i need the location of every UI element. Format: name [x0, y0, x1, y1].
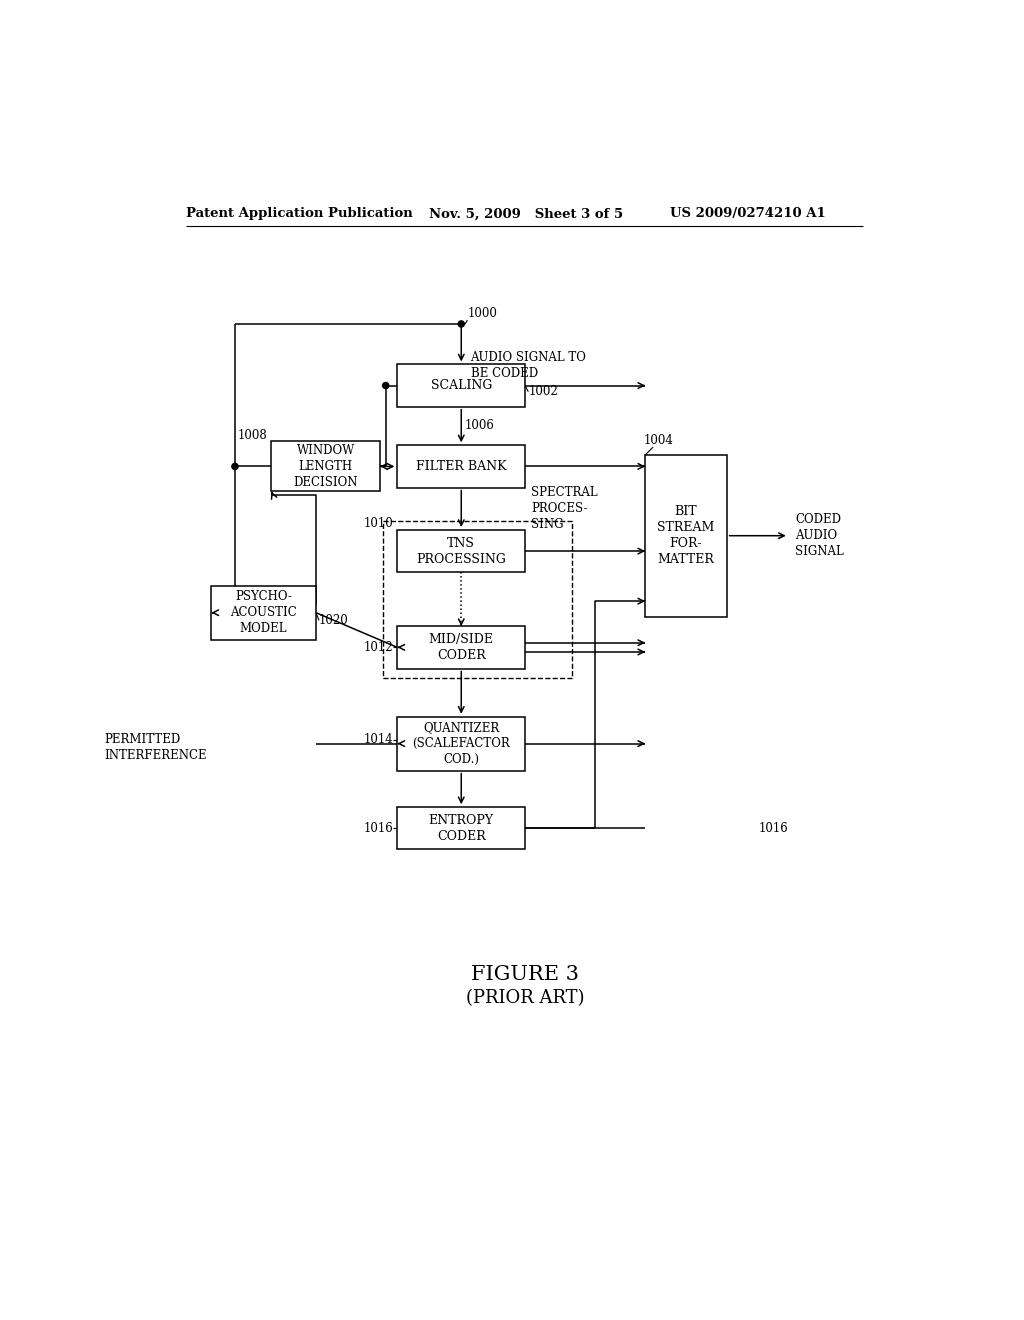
Bar: [397, 717, 525, 771]
Text: WINDOW
LENGTH
DECISION: WINDOW LENGTH DECISION: [293, 444, 357, 488]
Text: Nov. 5, 2009   Sheet 3 of 5: Nov. 5, 2009 Sheet 3 of 5: [429, 207, 623, 220]
Text: TNS
PROCESSING: TNS PROCESSING: [417, 537, 506, 565]
Text: 1004: 1004: [644, 434, 674, 447]
Text: ENTROPY
CODER: ENTROPY CODER: [429, 814, 494, 842]
Circle shape: [458, 321, 464, 327]
Circle shape: [231, 463, 238, 470]
Text: SPECTRAL
PROCES-
SING: SPECTRAL PROCES- SING: [531, 486, 598, 531]
Text: CODED
AUDIO
SIGNAL: CODED AUDIO SIGNAL: [795, 513, 844, 558]
Text: 1006: 1006: [465, 420, 495, 433]
Text: 1012: 1012: [364, 640, 393, 653]
Text: FILTER BANK: FILTER BANK: [416, 459, 507, 473]
Bar: [397, 626, 525, 668]
Text: AUDIO SIGNAL TO
BE CODED: AUDIO SIGNAL TO BE CODED: [471, 351, 587, 380]
Text: SCALING: SCALING: [430, 379, 492, 392]
Text: MID/SIDE
CODER: MID/SIDE CODER: [429, 632, 494, 661]
Text: US 2009/0274210 A1: US 2009/0274210 A1: [671, 207, 826, 220]
Text: BIT
STREAM
FOR-
MATTER: BIT STREAM FOR- MATTER: [657, 506, 715, 566]
Bar: [271, 441, 380, 491]
Text: 1020: 1020: [319, 614, 349, 627]
Bar: [397, 364, 525, 407]
Text: 1008: 1008: [238, 429, 267, 442]
Bar: [383, 520, 571, 677]
Bar: [645, 455, 727, 616]
Text: PSYCHO-
ACOUSTIC
MODEL: PSYCHO- ACOUSTIC MODEL: [230, 590, 297, 635]
Text: 1014: 1014: [364, 733, 393, 746]
Text: 1010: 1010: [364, 517, 393, 531]
Text: 1016: 1016: [364, 822, 393, 834]
Text: Patent Application Publication: Patent Application Publication: [186, 207, 413, 220]
Bar: [211, 586, 316, 640]
Bar: [397, 529, 525, 573]
Text: FIGURE 3: FIGURE 3: [471, 965, 579, 985]
Text: QUANTIZER
(SCALEFACTOR
COD.): QUANTIZER (SCALEFACTOR COD.): [413, 721, 510, 766]
Text: PERMITTED
INTERFERENCE: PERMITTED INTERFERENCE: [104, 733, 208, 762]
Text: 1016: 1016: [759, 822, 788, 834]
Text: 1002: 1002: [528, 385, 558, 399]
Text: 1000: 1000: [467, 308, 498, 321]
Bar: [397, 445, 525, 487]
Text: (PRIOR ART): (PRIOR ART): [466, 989, 584, 1007]
Bar: [397, 807, 525, 850]
Circle shape: [383, 383, 389, 388]
